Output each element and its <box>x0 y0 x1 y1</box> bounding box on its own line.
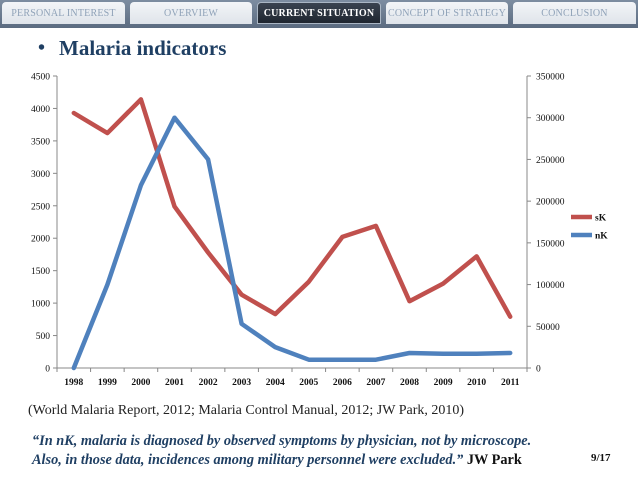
page-number: 9/17 <box>591 452 611 464</box>
left-tick-label: 3500 <box>31 137 50 147</box>
malaria-line-chart: 0 500 1000 1500 2000 2500 3000 3500 4000 4500 0 500… <box>31 73 608 389</box>
series-point-sK <box>241 294 243 296</box>
series-point-nK <box>308 359 310 361</box>
series-point-sK <box>174 205 175 207</box>
chart-axes: 0 500 1000 1500 2000 2500 3000 3500 4000 4500 0 500… <box>31 73 565 389</box>
x-tick-label: 2003 <box>232 378 251 388</box>
left-tick-label: 4000 <box>31 105 50 115</box>
series-point-nK <box>476 353 478 355</box>
series-point-nK <box>509 352 511 354</box>
heading-bullet: • <box>38 37 46 59</box>
x-tick-label: 2011 <box>501 378 520 388</box>
series-line-sK <box>71 97 513 319</box>
series-point-sK <box>308 281 310 283</box>
heading-text: Malaria indicators <box>59 36 227 60</box>
x-tick-label: 2005 <box>299 378 318 388</box>
series-point-sK <box>106 132 108 134</box>
tab-overview[interactable]: OVERVIEW <box>130 2 252 24</box>
left-tick-label: 1000 <box>31 300 50 310</box>
tab-conclusion[interactable]: CONCLUSION <box>513 2 636 24</box>
x-tick-label: 1999 <box>98 378 117 388</box>
chart-series <box>71 97 513 371</box>
quote-author: JW Park <box>463 452 522 468</box>
series-point-sK <box>274 313 276 315</box>
x-tick-label: 1998 <box>64 378 83 388</box>
x-tick-label: 2009 <box>434 378 453 388</box>
slide-heading: • Malaria indicators <box>38 36 226 61</box>
series-point-nK <box>73 367 75 369</box>
tab-concept-of-strategy[interactable]: CONCEPT OF STRATEGY <box>386 2 508 24</box>
left-tick-label: 2000 <box>31 235 50 245</box>
series-point-nK <box>174 117 175 119</box>
series-point-nK <box>140 184 142 186</box>
right-tick-label: 250000 <box>536 156 565 166</box>
right-tick-label: 50000 <box>536 323 560 333</box>
legend-label-nK: nK <box>595 232 608 242</box>
left-tick-label: 2500 <box>31 202 50 212</box>
x-tick-label: 2001 <box>165 378 184 388</box>
series-point-sK <box>341 236 343 238</box>
quote-line-2-text: Also, in those data, incidences among mi… <box>32 452 464 468</box>
right-tick-label: 300000 <box>536 114 565 124</box>
x-tick-label: 2007 <box>366 378 385 388</box>
x-tick-label: 2008 <box>400 378 419 388</box>
tab-current-situation[interactable]: CURRENT SITUATION <box>257 2 381 24</box>
series-point-sK <box>476 255 478 257</box>
series-point-sK <box>207 251 209 253</box>
series-point-sK <box>73 112 75 114</box>
series-point-nK <box>409 352 410 354</box>
series-point-sK <box>409 300 410 302</box>
right-tick-label: 350000 <box>536 73 565 83</box>
x-tick-label: 2010 <box>467 378 486 388</box>
section-tabs: PERSONAL INTEREST OVERVIEW CURRENT SITUA… <box>0 0 638 28</box>
series-point-sK <box>509 316 511 318</box>
left-tick-label: 3000 <box>31 170 50 180</box>
x-tick-label: 2002 <box>199 378 218 388</box>
series-point-sK <box>140 98 142 100</box>
series-line-nK <box>71 115 513 371</box>
series-point-nK <box>442 353 444 355</box>
series-point-nK <box>207 158 209 160</box>
left-tick-label: 0 <box>45 365 50 375</box>
x-tick-label: 2006 <box>333 378 352 388</box>
series-point-nK <box>375 359 377 361</box>
series-point-nK <box>241 323 243 325</box>
right-tick-label: 100000 <box>536 281 565 291</box>
left-tick-label: 500 <box>36 332 51 342</box>
quote-line-2: Also, in those data, incidences among mi… <box>32 451 531 470</box>
series-point-sK <box>375 225 377 227</box>
source-citation: (World Malaria Report, 2012; Malaria Con… <box>28 403 465 418</box>
x-tick-label: 2004 <box>266 378 285 388</box>
left-tick-label: 1500 <box>31 267 50 277</box>
series-point-nK <box>106 284 108 286</box>
series-point-sK <box>442 283 444 285</box>
legend-label-sK: sK <box>595 214 607 224</box>
chart-legend: sK nK <box>571 214 608 242</box>
quote-block: “In nK, malaria is diagnosed by observed… <box>32 432 531 470</box>
right-tick-label: 200000 <box>536 198 565 208</box>
quote-line-1: “In nK, malaria is diagnosed by observed… <box>32 433 532 449</box>
series-point-nK <box>341 359 343 361</box>
series-point-nK <box>274 346 276 348</box>
tab-personal-interest[interactable]: PERSONAL INTEREST <box>2 2 125 24</box>
right-tick-label: 0 <box>536 365 541 375</box>
left-tick-label: 4500 <box>31 73 50 83</box>
right-tick-label: 150000 <box>536 239 565 249</box>
x-tick-label: 2000 <box>131 378 150 388</box>
